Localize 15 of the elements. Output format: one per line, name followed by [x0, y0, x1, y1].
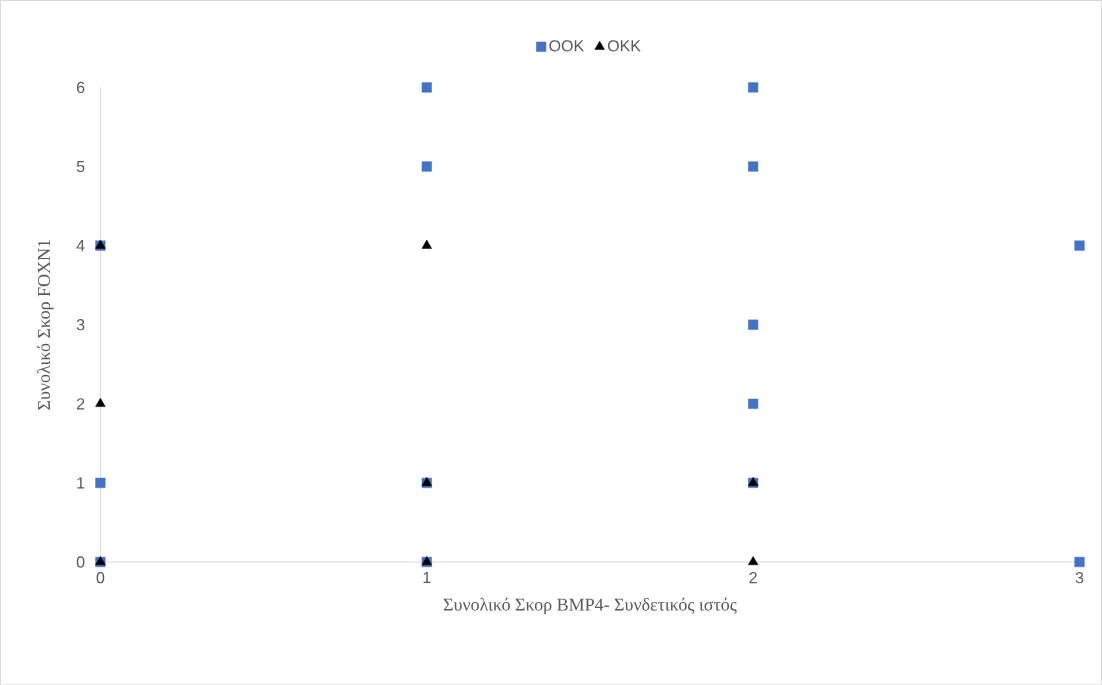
x-tick-label: 0	[96, 571, 105, 584]
x-tick-label: 1	[423, 571, 431, 583]
x-tick-label: 2	[749, 571, 757, 583]
y-tick-label: 4	[76, 239, 85, 251]
y-tick-label: 5	[76, 160, 85, 172]
x-tick-label: 3	[1075, 571, 1084, 584]
x-axis-title: Συνολικό Σκορ BMP4- Συνδετικός ιστός	[443, 597, 737, 615]
y-tick-label: 2	[76, 398, 85, 410]
y-tick-label: 1	[77, 477, 85, 489]
y-tick-label: 6	[76, 81, 85, 93]
legend-label: ΟΚΚ	[607, 40, 641, 52]
y-tick-label: 3	[76, 318, 85, 331]
y-tick-label: 0	[76, 556, 85, 568]
y-axis-title: Συνολικό Σκορ FOXN1	[37, 239, 54, 410]
legend-label: ΟΟΚ	[549, 40, 584, 52]
